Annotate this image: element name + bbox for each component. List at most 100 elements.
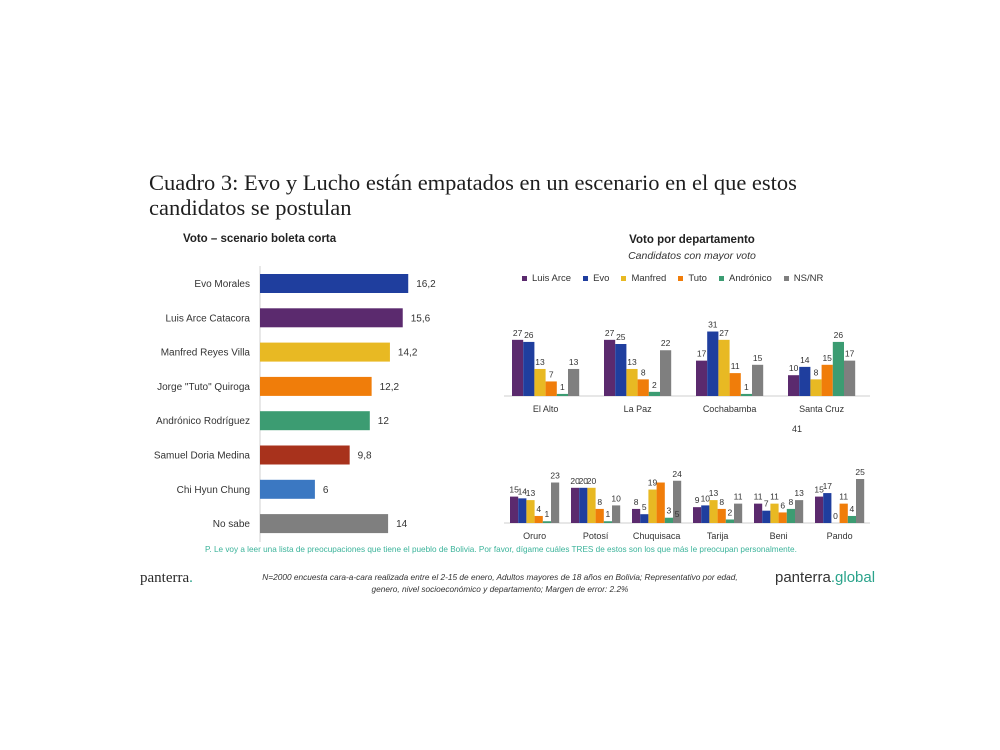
value-label: 15,6 [411,313,431,324]
legend-swatch [718,276,724,281]
value-label: 9,8 [358,451,372,462]
data-label: 1 [744,382,749,392]
legend-swatch [678,276,684,281]
department-label: Santa Cruz [799,404,845,414]
slide-title: Cuadro 3: Evo y Lucho están empatados en… [149,170,797,220]
legend-label: Luis Arce [532,273,572,284]
bar-chuquisaca-luis-arce [632,508,641,523]
bar-cochabamba-evo [707,331,719,396]
data-label: 8 [641,367,646,377]
data-label: 13 [709,488,719,498]
bar-beni-manfred [770,503,779,523]
bar-no-sabe [260,514,389,534]
data-label: 26 [834,330,844,340]
bar-oruro-luis-arce [510,496,519,523]
legend-item-luis-arce: Luis Arce [522,273,571,284]
data-label: 22 [661,338,671,348]
legend-label: Andrónico [728,273,772,284]
data-label: 2 [652,380,657,390]
bar-chuquisaca-evo [640,514,649,523]
data-label: 14 [800,355,810,365]
value-label: 12 [378,416,390,427]
data-label: 1 [606,509,611,519]
data-label: 27 [719,328,729,338]
bar-el-alto-luis-arce [512,339,524,396]
data-label: 8 [634,497,639,507]
bar-pando-ns-nr [856,479,865,523]
data-label: 10 [789,363,799,373]
category-label: Manfred Reyes Villa [161,348,251,359]
legend-swatch [783,276,789,281]
data-label: 3 [667,506,672,516]
data-label: 13 [627,357,637,367]
value-label: 14 [396,519,408,530]
data-label: 4 [850,504,855,514]
candidate-bar-chart: Evo Morales 16,2 Luis Arce Catacora 15,6 Man… [154,266,436,542]
department-label: El Alto [533,404,559,414]
data-label: 11 [734,492,743,502]
bar-pando-andronico [847,515,856,523]
panterra-logo: panterra. [140,570,193,587]
bar-oruro-ns-nr [551,482,560,523]
value-label: 6 [323,485,329,496]
department-label: Potosí [583,531,609,541]
legend-swatch [522,276,527,281]
data-label: 8 [814,367,819,377]
data-label: 5 [642,502,647,512]
logo-domain: .global [830,569,876,586]
department-label: Beni [770,531,788,541]
bar-la-paz-andronico [648,391,660,396]
category-label: Jorge "Tuto" Quiroga [157,382,250,393]
legend-swatch [621,276,627,281]
data-label: 10 [701,493,711,503]
bar-la-paz-evo [615,344,627,396]
bar-santa-cruz-luis-arce [788,375,800,396]
bar-potosi-ns-nr [612,505,621,523]
dept-chart-title: Voto por departamento [629,234,755,246]
bar-oruro-evo [518,498,527,523]
data-label: 11 [731,361,740,371]
department-label: Cochabamba [703,404,757,414]
bar-chuquisaca-andronico [664,517,673,523]
data-label: 6 [780,500,785,510]
data-label: 17 [697,349,707,359]
legend-item-manfred: Manfred [621,273,666,284]
value-label: 12,2 [380,382,400,393]
legend-label: Tuto [688,273,707,284]
bar-evo-morales [260,274,409,293]
bar-chi-hyun-chung [260,479,315,499]
bar-santa-cruz-manfred [810,379,822,396]
dept-chart-subtitle: Candidatos con mayor voto [628,250,756,262]
legend-label: Manfred [631,273,667,284]
data-label: 11 [839,492,848,502]
bar-andronico-rodriguez [260,411,370,431]
data-label: 11 [770,492,779,502]
data-label: 20 [587,476,597,486]
bar-jorge-tuto-quiroga [260,376,372,396]
bar-el-alto-evo [523,341,535,396]
data-label: 25 [616,332,626,342]
bar-tarija-manfred [709,500,718,523]
bar-el-alto-andronico [556,393,568,396]
category-label: Luis Arce Catacora [166,313,251,324]
data-label: 24 [672,469,682,479]
data-label: 25 [855,467,865,477]
data-label: 8 [789,497,794,507]
bar-potosi-andronico [603,521,612,523]
category-label: Andrónico Rodríguez [156,416,250,427]
panterra-global-logo: panterra.global [775,569,875,586]
legend-label: Evo [593,273,610,284]
data-label: 8 [597,497,602,507]
data-label: 20 [579,476,589,486]
value-label: 16,2 [416,279,436,290]
bar-chuquisaca-manfred [648,489,657,523]
bar-pando-tuto [839,503,848,523]
bar-oruro-andronico [542,521,551,523]
data-label: 15 [822,353,832,363]
data-label: 5 [675,509,680,519]
data-label: 26 [524,330,534,340]
bar-oruro-manfred [526,500,535,523]
legend-swatch [583,276,589,281]
data-label: 10 [611,493,621,503]
